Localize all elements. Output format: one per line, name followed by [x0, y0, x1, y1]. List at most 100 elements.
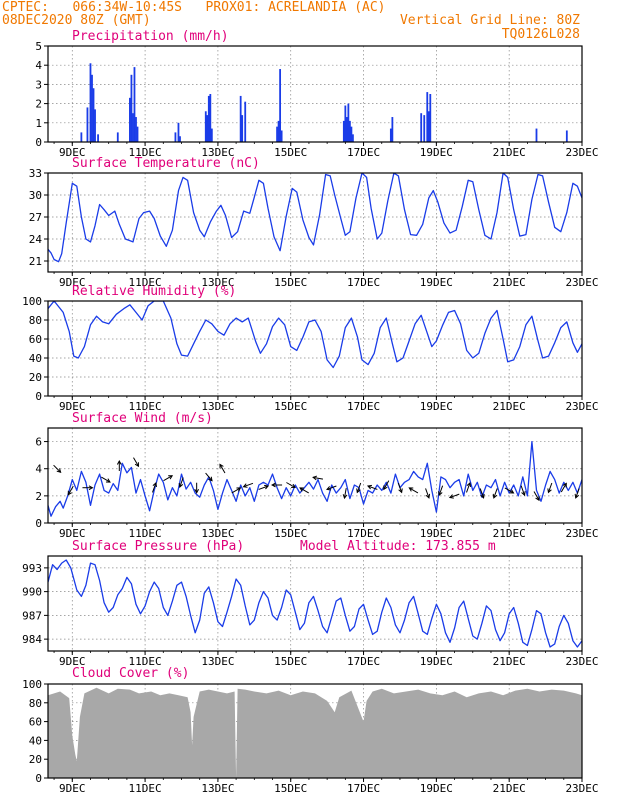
- precip-bar: [423, 115, 426, 142]
- x-tick-label: 17DEC: [347, 655, 380, 668]
- panel-title: Surface Pressure (hPa): [72, 539, 244, 554]
- cloud-cover-area: [48, 687, 582, 778]
- panel-title: Surface Wind (m/s): [72, 411, 213, 426]
- y-tick-label: 60: [29, 716, 42, 729]
- x-tick-label: 15DEC: [274, 276, 307, 289]
- wind-arrow-shaft: [466, 482, 471, 493]
- wind-arrow-shaft: [326, 485, 337, 490]
- y-tick-label: 6: [35, 436, 42, 449]
- wind-arrow: [356, 482, 362, 494]
- panel-frame: [47, 172, 583, 273]
- wind-arrow-shaft: [243, 482, 254, 488]
- x-tick-label: 13DEC: [201, 655, 234, 668]
- x-tick-label: 9DEC: [59, 782, 86, 795]
- x-tick-label: 21DEC: [493, 400, 526, 413]
- y-tick-label: 5: [35, 40, 42, 53]
- wind-arrow: [163, 475, 174, 482]
- x-tick-label: 21DEC: [493, 276, 526, 289]
- wind-arrow-head: [492, 493, 498, 499]
- wind-arrow: [408, 487, 419, 494]
- y-tick-label: 993: [22, 562, 42, 575]
- wind-arrow: [448, 493, 460, 499]
- precip-bar: [92, 88, 95, 142]
- y-tick-label: 80: [29, 314, 42, 327]
- wind-arrow-head: [88, 485, 94, 491]
- panel-title: Surface Temperature (nC): [72, 156, 260, 171]
- x-tick-label: 15DEC: [274, 527, 307, 540]
- x-tick-label: 23DEC: [565, 655, 598, 668]
- precip-bar: [426, 92, 429, 142]
- wind-arrow-shaft: [504, 487, 514, 494]
- wind-arrow-head: [236, 487, 242, 492]
- precip-bar: [94, 109, 96, 142]
- wind-arrow-head: [299, 487, 305, 492]
- wind-arrow: [116, 459, 122, 471]
- precip-bar: [279, 69, 282, 142]
- wind-arrow: [383, 480, 390, 491]
- panel-title: Cloud Cover (%): [72, 666, 189, 681]
- header-location: CPTEC: 066:34W-10:45S PROX01: ACRELANDIA…: [2, 0, 386, 15]
- y-tick-label: 3: [35, 78, 42, 91]
- wind-arrow: [504, 487, 515, 494]
- x-tick-label: 19DEC: [420, 527, 453, 540]
- y-tick-label: 100: [22, 295, 42, 308]
- wind-arrow-head: [509, 489, 515, 494]
- wind-arrow: [67, 485, 74, 496]
- panel-frame: [47, 427, 583, 524]
- wind-arrow-head: [425, 493, 431, 499]
- wind-arrow-head: [56, 468, 62, 473]
- wind-arrow: [152, 482, 157, 493]
- wind-arrow-shaft: [258, 485, 269, 490]
- precip-bar: [116, 132, 119, 142]
- x-tick-label: 9DEC: [59, 276, 86, 289]
- wind-arrow: [312, 475, 324, 481]
- x-tick-label: 15DEC: [274, 400, 307, 413]
- wind-arrow-shaft: [152, 482, 157, 493]
- precip-bar: [244, 101, 247, 142]
- wind-arrow-shaft: [343, 488, 347, 499]
- precip-bar: [91, 74, 93, 142]
- series-line: [48, 301, 582, 369]
- y-tick-label: 21: [29, 255, 42, 268]
- series-line: [48, 440, 582, 517]
- y-tick-label: 4: [35, 59, 42, 72]
- panel-title: Relative Humidity (%): [72, 284, 236, 299]
- wind-arrow-head: [398, 488, 403, 494]
- wind-arrow-shaft: [383, 480, 390, 490]
- wind-arrow-head: [466, 482, 472, 488]
- wind-arrow-head: [521, 491, 526, 497]
- wind-arrow-shaft: [438, 485, 444, 496]
- x-tick-label: 23DEC: [565, 527, 598, 540]
- precip-bar: [239, 95, 242, 142]
- x-tick-label: 21DEC: [493, 146, 526, 159]
- wind-arrow-head: [264, 484, 270, 490]
- precip-bar: [130, 74, 133, 142]
- wind-arrow-shaft: [133, 457, 139, 467]
- plot-area: [48, 687, 582, 778]
- wind-arrow-shaft: [205, 472, 213, 482]
- wind-arrow: [520, 485, 526, 497]
- wind-arrow: [466, 482, 472, 493]
- wind-arrow-head: [312, 475, 318, 481]
- wind-arrow-shaft: [533, 491, 540, 501]
- header-grid-line: Vertical Grid Line: 80Z: [399, 13, 580, 28]
- plot-area: [48, 440, 582, 517]
- precip-bar: [133, 67, 136, 142]
- panel-frame: [47, 45, 583, 143]
- wind-arrow: [397, 482, 403, 494]
- wind-arrow-head: [105, 478, 111, 483]
- precip-bar: [174, 132, 177, 142]
- wind-arrow-head: [383, 485, 388, 491]
- x-tick-label: 13DEC: [201, 782, 234, 795]
- wind-arrow-shaft: [547, 482, 553, 493]
- panel-frame: [47, 555, 583, 652]
- y-tick-label: 40: [29, 352, 42, 365]
- wind-arrow: [178, 477, 184, 488]
- wind-arrow-head: [448, 494, 454, 499]
- wind-arrow-shaft: [231, 487, 241, 494]
- wind-arrow-shaft: [367, 485, 378, 490]
- x-tick-label: 19DEC: [420, 655, 453, 668]
- y-tick-label: 2: [35, 490, 42, 503]
